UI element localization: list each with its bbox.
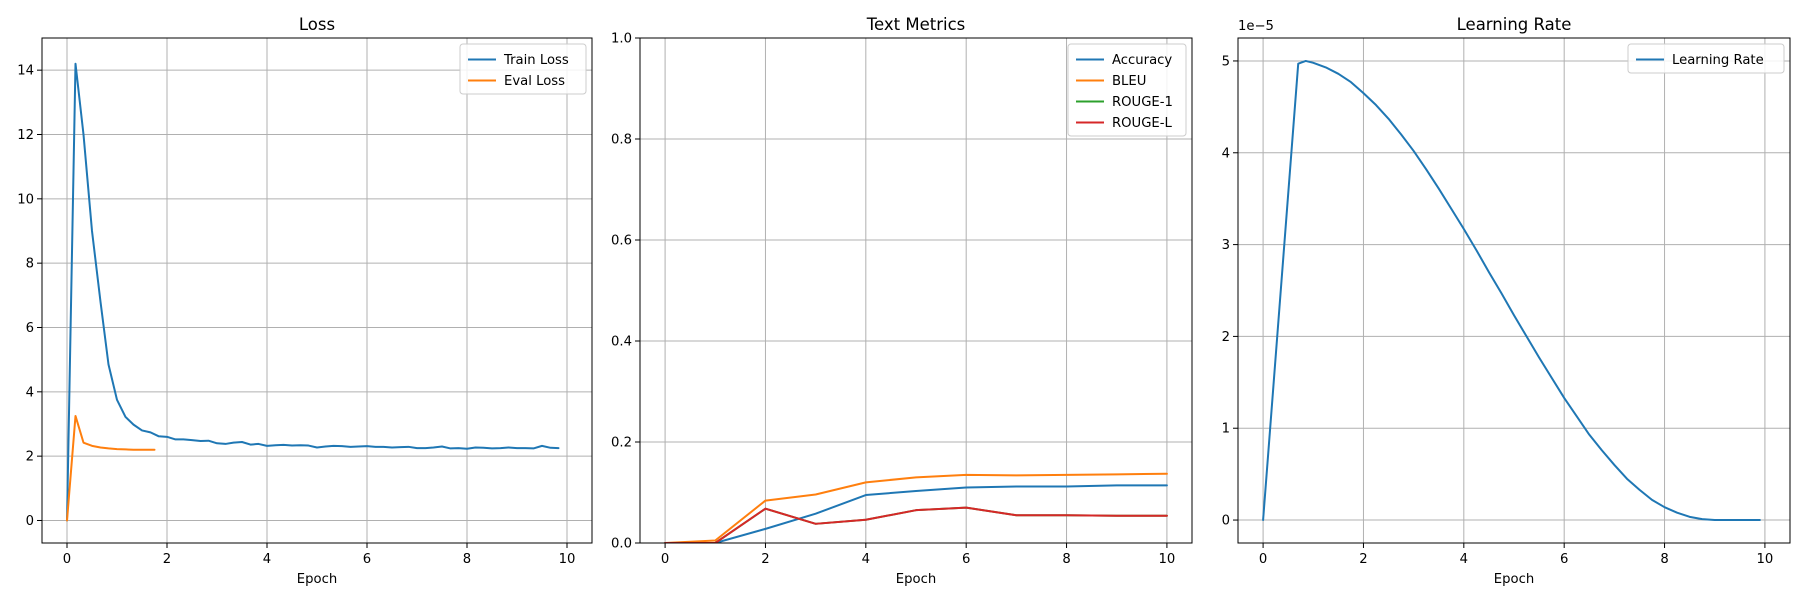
x-tick-label: 10 (1159, 552, 1176, 567)
x-tick-label: 10 (1757, 552, 1774, 567)
y-tick-label: 0.2 (611, 436, 632, 451)
x-tick-label: 10 (559, 552, 576, 567)
x-tick-label: 8 (1660, 552, 1668, 567)
legend-label: Train Loss (503, 53, 569, 68)
chart-title: Loss (299, 15, 335, 34)
x-tick-label: 4 (1460, 552, 1468, 567)
y-tick-label: 14 (17, 64, 34, 79)
x-tick-label: 4 (862, 552, 870, 567)
x-tick-label: 6 (1560, 552, 1568, 567)
series-line-bleu (664, 472, 1168, 543)
y-tick-label: 2 (1222, 330, 1230, 345)
y-tick-label: 0.6 (611, 234, 632, 249)
learning-rate-chart: Learning Rate Epoch 1e−5 0 2 4 6 8 10 0 1 2 3 4 5 Le… (1222, 15, 1791, 587)
y-tick-label: 0.4 (611, 335, 632, 350)
legend-label: BLEU (1112, 74, 1146, 89)
x-tick-label: 6 (962, 552, 970, 567)
axes-frame (639, 37, 1193, 544)
x-tick-label: 8 (463, 552, 471, 567)
series-line-train-loss (66, 62, 560, 522)
legend-box (1627, 43, 1785, 74)
x-tick-label: 2 (761, 552, 769, 567)
legend-label: Accuracy (1112, 53, 1172, 68)
legend: Learning Rate (1627, 43, 1785, 74)
y-tick-label: 4 (26, 385, 34, 400)
y-tick-label: 0.0 (611, 537, 632, 552)
y-axis-offset-text: 1e−5 (1238, 19, 1274, 34)
x-tick-label: 4 (263, 552, 271, 567)
y-tick-label: 6 (26, 321, 34, 336)
series-line-rouge-l (664, 506, 1168, 543)
y-tick-label: 10 (17, 192, 34, 207)
legend: Train Loss Eval Loss (459, 43, 587, 95)
x-tick-label: 8 (1062, 552, 1070, 567)
x-tick-label: 0 (63, 552, 71, 567)
legend: Accuracy BLEU ROUGE-1 ROUGE-L (1067, 43, 1187, 137)
x-tick-label: 2 (1359, 552, 1367, 567)
legend-label: Learning Rate (1672, 53, 1764, 68)
x-axis-label: Epoch (896, 572, 936, 587)
x-tick-label: 6 (363, 552, 371, 567)
y-tick-label: 2 (26, 450, 34, 465)
x-tick-label: 0 (1259, 552, 1267, 567)
y-tick-label: 1 (1222, 422, 1230, 437)
y-tick-label: 1.0 (611, 32, 632, 47)
legend-box (1067, 43, 1187, 137)
x-axis-label: Epoch (1494, 572, 1534, 587)
y-tick-label: 8 (26, 257, 34, 272)
series-line-learning-rate (1262, 59, 1761, 522)
axes-frame (1237, 37, 1791, 544)
y-tick-label: 0.8 (611, 133, 632, 148)
series-group (66, 62, 560, 522)
grid-lines (1238, 38, 1790, 543)
x-tick-label: 0 (661, 552, 669, 567)
series-group (1262, 59, 1761, 522)
y-tick-label: 3 (1222, 238, 1230, 253)
legend-label: ROUGE-L (1112, 116, 1173, 131)
series-line-accuracy (664, 484, 1168, 543)
y-tick-label: 12 (17, 128, 34, 143)
y-tick-label: 5 (1222, 54, 1230, 69)
chart-title: Learning Rate (1457, 15, 1572, 34)
legend-label: Eval Loss (504, 74, 565, 89)
y-tick-label: 4 (1222, 146, 1230, 161)
y-tick-label: 0 (1222, 514, 1230, 529)
chart-title: Text Metrics (866, 15, 966, 34)
loss-chart: Loss Epoch 0 2 4 6 8 10 0 2 4 6 8 10 12 14 Train Loss E… (17, 15, 593, 587)
text-metrics-chart: Text Metrics Epoch 0 2 4 6 8 10 0.0 0.2 0.4 0.6 0.… (611, 15, 1193, 587)
x-tick-label: 2 (163, 552, 171, 567)
y-tick-label: 0 (26, 514, 34, 529)
series-line-eval-loss (66, 414, 156, 522)
series-group (664, 472, 1168, 543)
x-axis-label: Epoch (297, 572, 337, 587)
axes-frame (41, 37, 593, 544)
legend-label: ROUGE-1 (1112, 95, 1173, 110)
